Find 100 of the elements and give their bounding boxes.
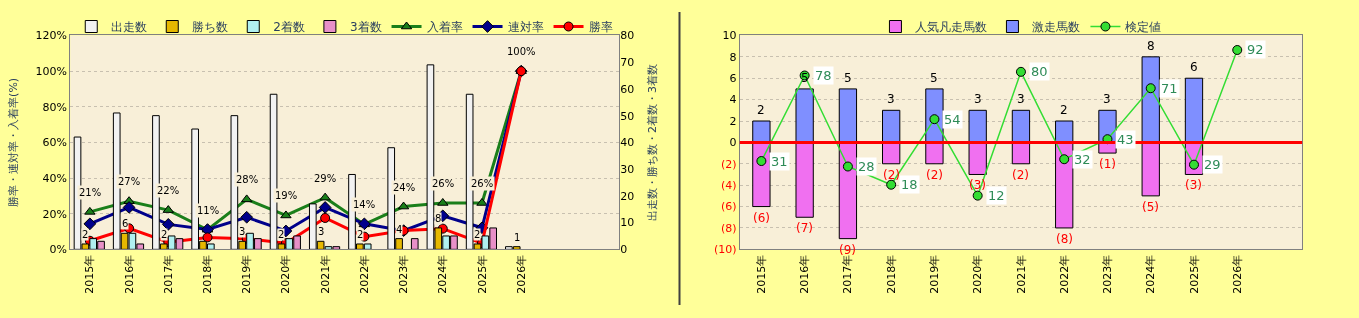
data-label: 71	[1161, 81, 1178, 96]
y2-tick-label: 30	[620, 162, 635, 176]
data-label: 19%	[275, 190, 298, 201]
data-label: 3	[1103, 92, 1111, 106]
legend-label: 3着数	[349, 20, 382, 35]
y-tick-label: 40%	[42, 171, 68, 185]
y-tick-label: (2)	[720, 157, 737, 171]
data-label: 3	[239, 226, 246, 237]
x-tick-label: 2022年	[1057, 254, 1071, 294]
y-tick-label: 60%	[42, 136, 68, 150]
x-tick-label: 2025年	[475, 254, 489, 294]
data-label: 54	[944, 112, 961, 127]
x-tick-label: 2025年	[1187, 254, 1201, 294]
y2-tick-label: 80	[620, 29, 635, 43]
y-tick-label: (4)	[720, 179, 737, 193]
data-label: (3)	[1185, 178, 1202, 192]
data-label: 29	[1204, 157, 1221, 172]
x-tick-label: 2015年	[754, 254, 768, 294]
data-label: 2	[1060, 103, 1068, 117]
data-label: 78	[815, 68, 832, 83]
y-tick-label: 2	[729, 114, 737, 128]
data-label: 18	[901, 177, 918, 192]
y-tick-label: 120%	[35, 29, 68, 43]
data-label: 3	[974, 92, 982, 106]
x-tick-label: 2021年	[318, 254, 332, 294]
data-label: 32	[1074, 152, 1091, 167]
data-label: 28%	[236, 174, 259, 185]
data-label: 4	[396, 224, 403, 235]
data-label: 31	[771, 154, 788, 169]
data-label: 26%	[432, 178, 455, 189]
x-tick-label: 2020年	[971, 254, 985, 294]
y-tick-label: 0%	[49, 243, 68, 257]
y2-tick-label: 40	[620, 136, 635, 150]
data-label: 27%	[118, 176, 141, 187]
y-tick-label: 80%	[42, 100, 68, 114]
data-label: 5	[930, 71, 938, 85]
data-label: 2	[161, 229, 168, 240]
data-label: (2)	[926, 168, 943, 182]
x-tick-label: 2020年	[279, 254, 293, 294]
x-tick-label: 2018年	[201, 254, 215, 294]
data-label: 14%	[353, 199, 376, 210]
data-label: 1	[514, 232, 521, 243]
y-tick-label: (8)	[720, 221, 737, 235]
x-tick-label: 2019年	[928, 254, 941, 294]
data-label: 6	[122, 218, 129, 229]
x-tick-label: 2024年	[436, 254, 450, 294]
x-tick-label: 2023年	[1101, 254, 1115, 294]
x-tick-label: 2023年	[397, 254, 411, 294]
data-label: 2	[474, 229, 481, 240]
data-label: 8	[435, 213, 442, 224]
legend-label: 出走数	[111, 20, 148, 35]
x-tick-label: 2016年	[798, 254, 812, 294]
y2-tick-label: 70	[620, 56, 635, 70]
x-tick-label: 2019年	[240, 254, 254, 294]
y2-tick-label: 60	[620, 82, 635, 96]
data-label: 3	[1017, 92, 1025, 106]
data-label: 100%	[507, 46, 536, 57]
y-tick-label: 100%	[35, 64, 68, 78]
x-tick-label: 2016年	[122, 254, 136, 294]
data-label: 2	[278, 229, 285, 240]
data-label: 6	[1190, 60, 1198, 74]
data-label: 26%	[471, 178, 494, 189]
legend-label: 勝ち数	[192, 20, 229, 35]
y-tick-label: 6	[729, 72, 737, 86]
x-tick-label: 2017年	[161, 254, 175, 294]
legend-label: 連対率	[507, 20, 544, 35]
data-label: (6)	[753, 211, 770, 225]
x-tick-label: 2026年	[514, 254, 528, 294]
y-tick-label: 8	[729, 50, 737, 64]
data-label: (1)	[1099, 157, 1116, 171]
y-tick-label: (6)	[720, 200, 737, 214]
data-label: 11%	[197, 205, 220, 216]
data-label: 5	[844, 71, 852, 85]
data-label: 43	[1117, 132, 1134, 147]
data-label: 80	[1031, 64, 1048, 79]
data-label: 21%	[79, 187, 102, 198]
data-label: 2	[357, 229, 364, 240]
data-label: 92	[1247, 42, 1264, 57]
legend-label: 勝率	[588, 20, 613, 35]
y2-tick-label: 50	[620, 109, 635, 123]
legend-label: 2着数	[273, 20, 305, 35]
legend-label: 人気凡走馬数	[915, 20, 988, 35]
data-label: 29%	[314, 173, 337, 184]
y-tick-label: 20%	[42, 207, 68, 221]
x-tick-label: 2017年	[841, 254, 855, 294]
y-tick-label: (10)	[713, 243, 737, 257]
x-tick-label: 2015年	[83, 254, 97, 294]
data-label: 3	[318, 226, 325, 237]
y-tick-label: 0	[729, 136, 737, 150]
data-label: 3	[887, 92, 895, 106]
x-tick-label: 2018年	[884, 254, 898, 294]
x-tick-label: 2022年	[357, 254, 371, 294]
data-label: 2	[757, 103, 765, 117]
x-tick-label: 2024年	[1144, 254, 1158, 294]
data-label: (5)	[1142, 200, 1159, 214]
legend-label: 激走馬数	[1032, 20, 1081, 35]
data-label: (8)	[1056, 232, 1073, 246]
data-label: 12	[988, 188, 1005, 203]
x-tick-label: 2021年	[1014, 254, 1028, 294]
data-label: 24%	[393, 182, 416, 193]
